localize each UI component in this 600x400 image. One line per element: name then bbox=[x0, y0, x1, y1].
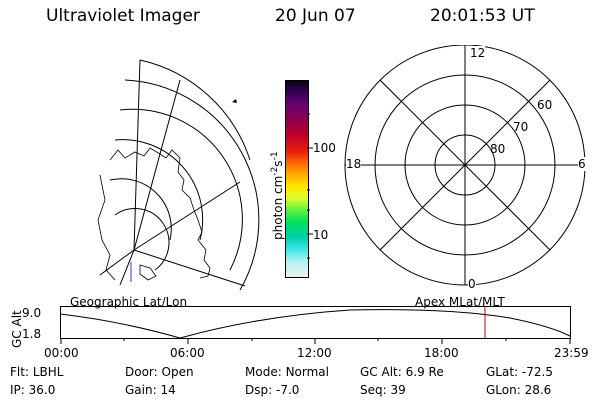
colorbar bbox=[285, 80, 309, 278]
map-meridian-2 bbox=[133, 79, 181, 251]
xtick-label-0000: 00:00 bbox=[44, 346, 79, 360]
map-meridian-1 bbox=[133, 181, 241, 251]
app-title: Ultraviolet Imager bbox=[46, 6, 200, 26]
mlt-label-18: 18 bbox=[346, 157, 362, 171]
info-dsp: Dsp: -7.0 bbox=[245, 383, 300, 397]
map-lat-circle-4 bbox=[114, 208, 170, 271]
timeline-right-label: Apex MLat/MLT bbox=[415, 295, 505, 309]
map-meridian-4 bbox=[133, 249, 246, 287]
map-boundary-arc bbox=[124, 79, 260, 291]
lat-label-80: 80 bbox=[490, 142, 506, 156]
map-meridian-6 bbox=[119, 249, 135, 286]
lat-label-60: 60 bbox=[537, 98, 553, 112]
colorbar-ticks bbox=[307, 113, 313, 259]
colorbar-tick-100: 100 bbox=[313, 141, 336, 155]
map-lat-circle-1 bbox=[119, 108, 243, 271]
polar-plot bbox=[344, 45, 586, 286]
header-time: 20:01:53 UT bbox=[430, 6, 535, 26]
timeline-left-label: Geographic Lat/Lon bbox=[70, 295, 188, 309]
xtick-label-1200: 12:00 bbox=[297, 346, 332, 360]
map-meridian-3 bbox=[133, 59, 141, 251]
info-glat: GLat: -72.5 bbox=[486, 365, 553, 379]
xtick-label-0600: 06:00 bbox=[170, 346, 205, 360]
info-gain: Gain: 14 bbox=[125, 383, 176, 397]
map-outer-arc bbox=[139, 59, 251, 161]
coastline-west bbox=[97, 174, 116, 281]
map-lat-circle-2 bbox=[114, 139, 204, 241]
info-seq: Seq: 39 bbox=[360, 383, 406, 397]
xtick-label-1800: 18:00 bbox=[424, 346, 459, 360]
header-date: 20 Jun 07 bbox=[275, 6, 356, 26]
map-lat-circle-3 bbox=[109, 178, 172, 241]
polar-diagonal-2 bbox=[379, 79, 551, 251]
info-gc-alt: GC Alt: 6.9 Re bbox=[360, 365, 444, 379]
altitude-curve bbox=[60, 309, 571, 339]
map-meridian-5 bbox=[99, 249, 135, 276]
info-glon: GLon: 28.6 bbox=[486, 383, 552, 397]
landmass bbox=[139, 264, 157, 281]
info-door: Door: Open bbox=[125, 365, 194, 379]
mlt-label-0: 0 bbox=[468, 277, 476, 291]
altitude-timeline bbox=[60, 306, 571, 344]
info-mode: Mode: Normal bbox=[245, 365, 329, 379]
geographic-map bbox=[97, 59, 260, 291]
colorbar-label: photon cm-2s-1 bbox=[270, 151, 285, 240]
colorbar-tick-10: 10 bbox=[313, 228, 329, 242]
mlt-label-12: 12 bbox=[470, 46, 486, 60]
ytick-low: 1.8 bbox=[22, 327, 42, 341]
xtick-label-2359: 23:59 bbox=[554, 346, 589, 360]
coastline bbox=[109, 147, 211, 279]
lat-label-70: 70 bbox=[513, 120, 529, 134]
mlt-label-6: 6 bbox=[578, 157, 586, 171]
island-mark bbox=[232, 99, 237, 103]
ytick-high: 9.0 bbox=[22, 306, 42, 320]
info-flt: Flt: LBHL bbox=[10, 365, 64, 379]
timeline-frame bbox=[60, 306, 571, 339]
info-ip: IP: 36.0 bbox=[10, 383, 56, 397]
